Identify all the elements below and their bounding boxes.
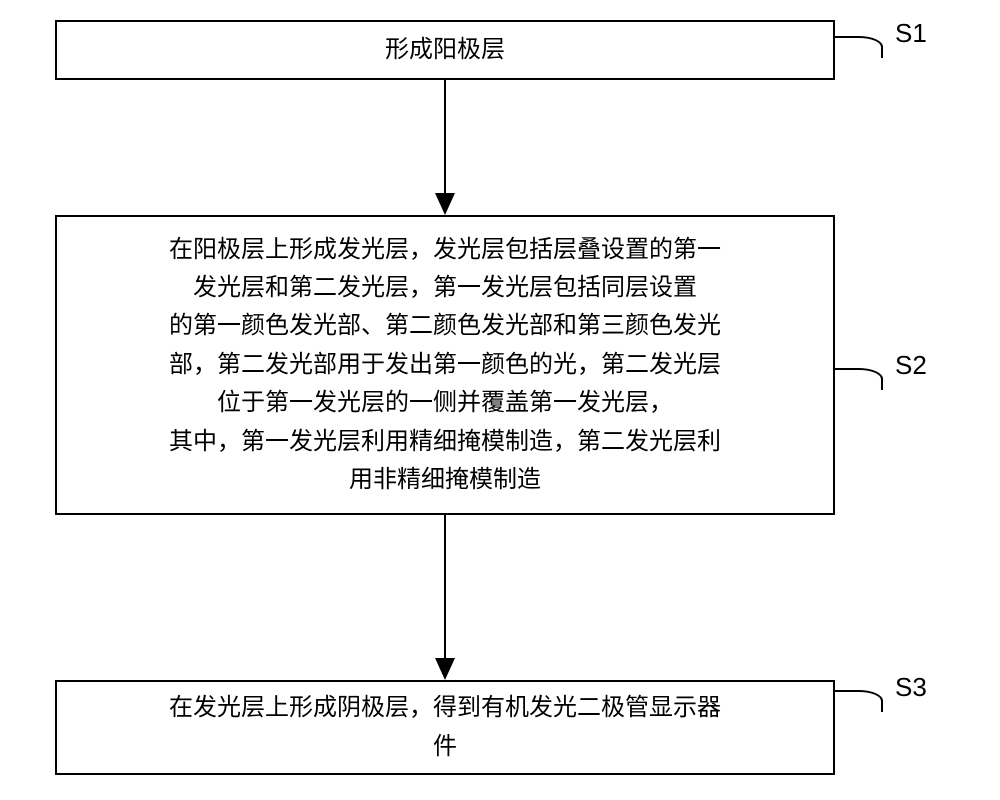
arrow-s1-s2-line [444, 80, 446, 193]
leader-s3 [835, 690, 883, 712]
node-s3-text: 在发光层上形成阴极层，得到有机发光二极管显示器 件 [149, 681, 741, 774]
node-s1-text: 形成阳极层 [365, 23, 525, 77]
leader-s1 [835, 36, 883, 58]
arrow-s2-s3-head [435, 658, 455, 680]
flowchart-canvas: 形成阳极层 S1 在阳极层上形成发光层，发光层包括层叠设置的第一 发光层和第二发… [0, 0, 1000, 800]
step-label-s3: S3 [895, 672, 927, 703]
node-s2-text: 在阳极层上形成发光层，发光层包括层叠设置的第一 发光层和第二发光层，第一发光层包… [149, 223, 741, 508]
flowchart-node-s1: 形成阳极层 [55, 20, 835, 80]
step-label-s2: S2 [895, 350, 927, 381]
step-label-s1: S1 [895, 18, 927, 49]
flowchart-node-s3: 在发光层上形成阴极层，得到有机发光二极管显示器 件 [55, 680, 835, 775]
arrow-s2-s3-line [444, 515, 446, 658]
leader-s2 [835, 368, 883, 390]
arrow-s1-s2-head [435, 193, 455, 215]
flowchart-node-s2: 在阳极层上形成发光层，发光层包括层叠设置的第一 发光层和第二发光层，第一发光层包… [55, 215, 835, 515]
